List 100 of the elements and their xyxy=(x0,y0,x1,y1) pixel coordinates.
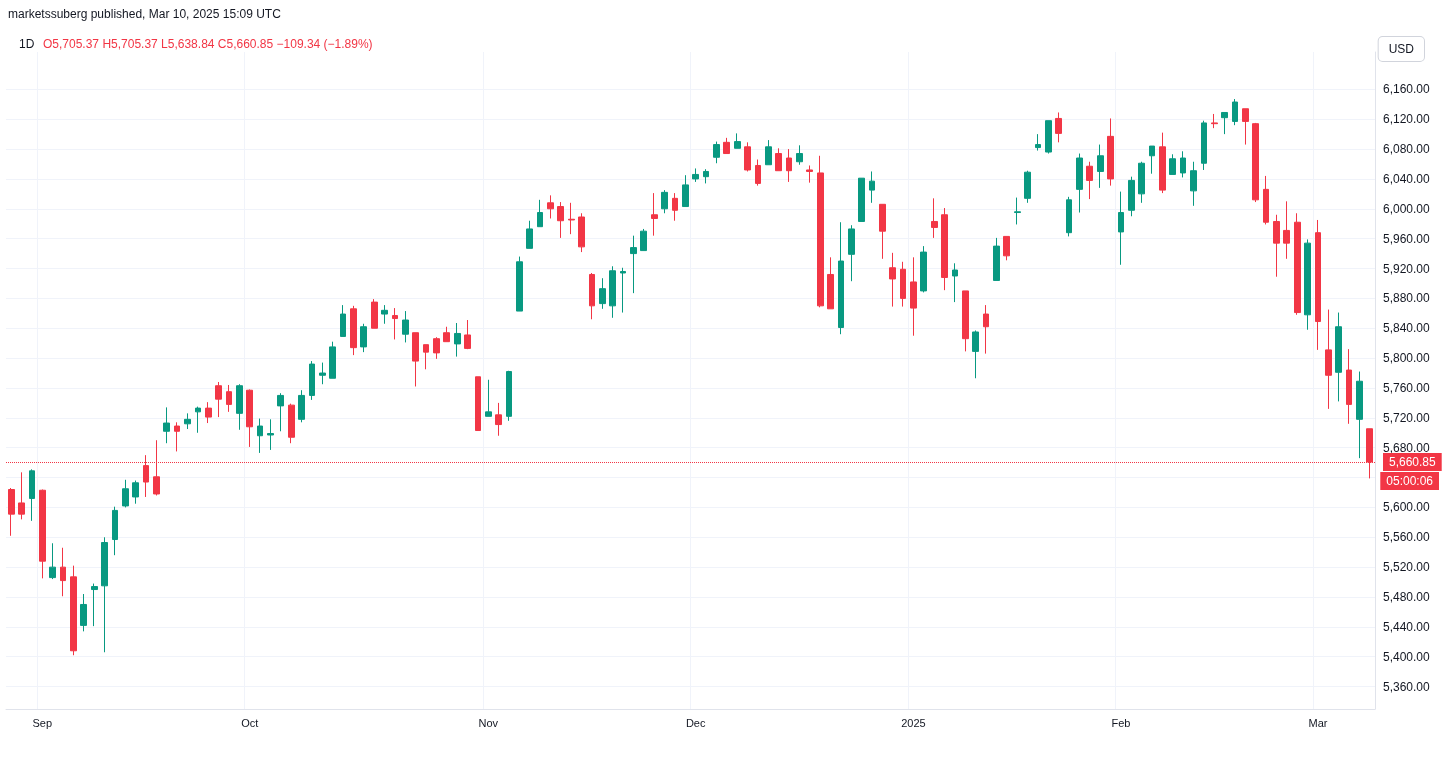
candlestick xyxy=(640,228,647,252)
candlestick xyxy=(1066,196,1072,237)
candlestick xyxy=(692,167,699,183)
candlestick xyxy=(557,201,564,239)
candlestick xyxy=(1232,98,1238,126)
candlestick xyxy=(1149,145,1155,175)
chart-subtitle: O5,705.37 H5,705.37 L5,638.84 C5,660.85 −109.34 (−1.89%) xyxy=(43,37,373,51)
candlestick xyxy=(485,379,492,417)
candlestick xyxy=(1325,309,1332,410)
candlestick xyxy=(80,593,87,632)
candlestick xyxy=(184,412,191,430)
candlestick xyxy=(1138,161,1145,204)
candlestick xyxy=(1180,150,1186,178)
candlestick xyxy=(537,199,543,228)
candlestick xyxy=(122,479,129,508)
candlestick xyxy=(920,245,927,293)
candlestick xyxy=(796,144,803,166)
candlestick xyxy=(1252,122,1259,203)
candlestick xyxy=(972,329,979,379)
y-tick-label: 5,880.00 xyxy=(1383,291,1431,306)
candlestick xyxy=(464,319,471,350)
candlestick xyxy=(620,267,626,314)
candlestick xyxy=(350,305,357,356)
candlestick xyxy=(1190,161,1197,207)
x-tick-label: 2025 xyxy=(901,716,926,729)
candlestick xyxy=(1118,191,1124,266)
y-tick-label: 5,400.00 xyxy=(1383,649,1431,664)
candlestick xyxy=(91,583,98,627)
candlestick xyxy=(889,252,896,308)
candlestick xyxy=(672,192,678,222)
candlestick xyxy=(1128,176,1135,217)
candlestick xyxy=(329,341,336,379)
candlestick xyxy=(506,370,512,422)
candlestick xyxy=(1304,238,1311,331)
candlestick xyxy=(371,298,378,329)
candlestick xyxy=(723,137,730,155)
candlestick xyxy=(589,272,595,320)
candlestick xyxy=(246,388,253,448)
candlestick xyxy=(1159,132,1166,194)
text: 05:00:06 xyxy=(1386,474,1434,488)
candlestick xyxy=(1335,312,1342,402)
candlestick xyxy=(288,403,295,444)
candlestick xyxy=(827,256,834,310)
candlestick xyxy=(1024,170,1031,204)
candlestick xyxy=(1242,108,1249,146)
candlestick xyxy=(39,489,46,579)
y-tick-label: 6,040.00 xyxy=(1383,171,1431,186)
candlestick xyxy=(1097,144,1104,189)
x-tick-label: Oct xyxy=(241,716,259,729)
y-tick-label: 5,360.00 xyxy=(1383,679,1431,694)
candlestick xyxy=(1283,200,1290,260)
candlestick xyxy=(1035,133,1041,152)
y-tick-label: 5,720.00 xyxy=(1383,410,1431,425)
candlestick xyxy=(18,471,25,520)
candlestick xyxy=(651,192,658,237)
y-tick-label: 5,960.00 xyxy=(1383,231,1431,246)
candlestick xyxy=(226,384,232,413)
candlestick xyxy=(1346,348,1352,425)
candlestick xyxy=(163,406,170,444)
y-tick-label: 5,680.00 xyxy=(1383,440,1431,455)
candlestick xyxy=(257,418,263,454)
candlestick xyxy=(848,224,855,282)
candlestick xyxy=(1273,214,1280,278)
candlestick xyxy=(599,277,606,310)
candlestick xyxy=(547,194,554,219)
y-tick-label: 5,600.00 xyxy=(1383,500,1431,515)
y-tick-label: 5,760.00 xyxy=(1383,380,1431,395)
candlestick xyxy=(1055,111,1062,143)
candlestick xyxy=(775,147,782,172)
y-tick-label: 5,920.00 xyxy=(1383,261,1431,276)
candlestick xyxy=(962,290,969,352)
candlestick xyxy=(630,235,637,294)
candlestick xyxy=(112,506,118,556)
y-tick-label: 6,120.00 xyxy=(1383,112,1431,127)
candlestick xyxy=(433,336,440,360)
candlestick xyxy=(60,547,66,597)
candlestick xyxy=(1169,153,1176,175)
candlestick xyxy=(360,323,367,353)
candlestick xyxy=(858,177,865,222)
candlestick xyxy=(49,542,56,580)
candlestick xyxy=(1201,120,1207,171)
y-tick-label: 5,520.00 xyxy=(1383,560,1431,575)
candlestick xyxy=(1076,153,1083,214)
candlestick xyxy=(765,139,772,166)
candlestick xyxy=(1263,175,1269,225)
candlestick xyxy=(423,344,429,370)
candlestick xyxy=(1221,111,1228,135)
candlestick xyxy=(205,401,212,424)
y-tick-label: 5,800.00 xyxy=(1383,351,1431,366)
candlestick xyxy=(1045,120,1052,155)
candlestick xyxy=(993,237,1000,281)
candlestick xyxy=(70,565,77,656)
candlestick xyxy=(568,202,575,235)
candlestick xyxy=(29,468,35,522)
candlestick xyxy=(475,376,481,432)
candlestick xyxy=(1003,235,1010,261)
candlestick xyxy=(412,332,419,387)
candlestick xyxy=(495,402,502,437)
candlestick xyxy=(1086,161,1093,200)
candlestick xyxy=(1211,113,1218,129)
